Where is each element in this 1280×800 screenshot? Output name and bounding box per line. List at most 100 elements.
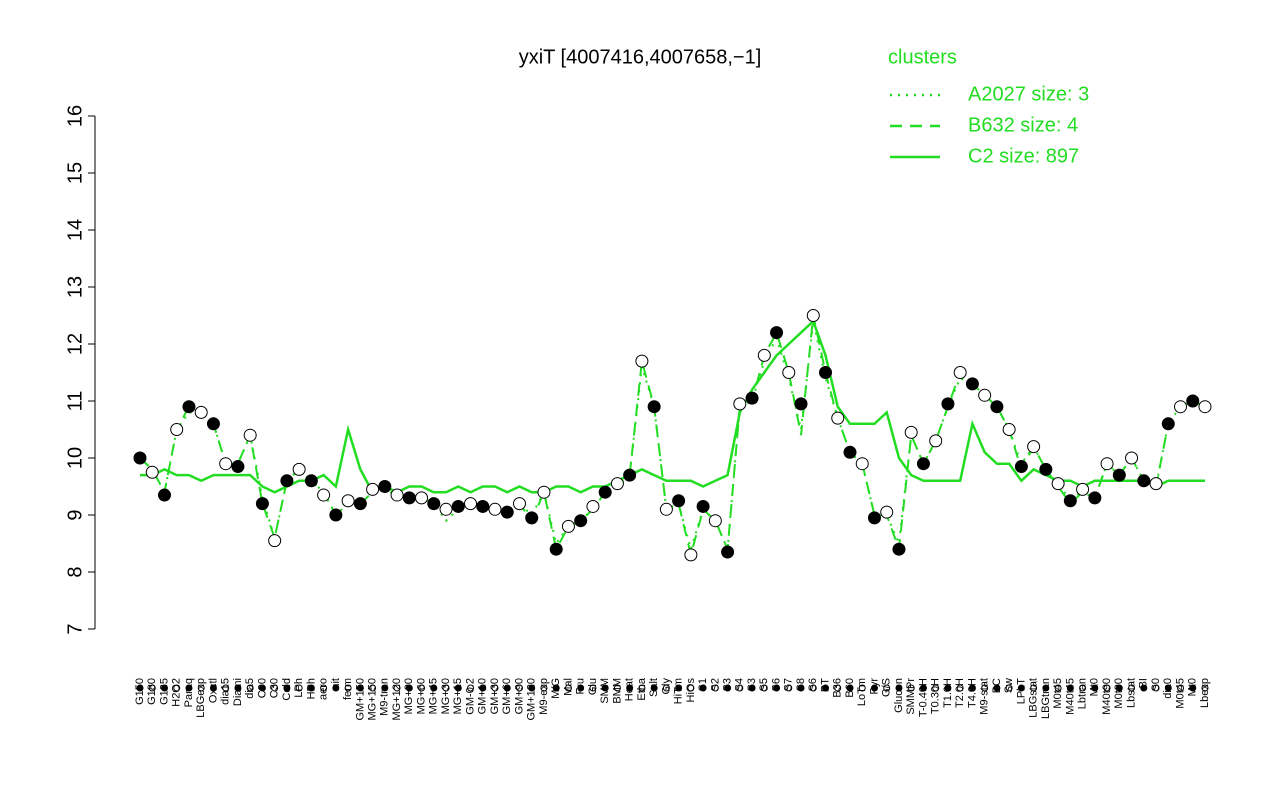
x-marker — [883, 684, 891, 692]
x-tick-label: dia5 — [244, 678, 256, 699]
data-point — [623, 468, 637, 482]
y-tick-label: 13 — [64, 276, 86, 298]
x-tick-label: LPh — [293, 678, 305, 698]
data-point — [1125, 451, 1139, 465]
data-point — [647, 400, 661, 414]
x-marker — [613, 684, 621, 692]
legend-label: A2027 size: 3 — [968, 83, 1089, 105]
x-tick-label: B36 — [832, 678, 844, 698]
x-tick-label: Mt0 — [1089, 678, 1101, 696]
x-tick-label: Etha — [636, 677, 648, 701]
data-point — [427, 497, 441, 511]
x-marker — [356, 684, 364, 692]
data-point — [941, 397, 955, 411]
x-tick-label: Lbtran — [1076, 678, 1088, 709]
x-tick-label: T2.0H — [954, 678, 966, 708]
x-marker — [736, 684, 744, 692]
x-marker — [246, 684, 254, 692]
data-point — [1002, 423, 1016, 436]
data-point — [268, 534, 282, 548]
y-tick-label: 7 — [64, 623, 86, 634]
data-point — [145, 465, 159, 479]
x-marker — [369, 684, 377, 692]
x-tick-label: M40t90 — [1101, 678, 1113, 715]
x-marker — [1128, 684, 1136, 692]
x-marker — [1201, 684, 1209, 692]
data-point — [855, 457, 869, 471]
x-tick-label: S1 — [697, 678, 709, 691]
x-tick-label: LBGtran — [1040, 678, 1052, 719]
data-point — [880, 505, 894, 519]
data-point — [892, 542, 906, 556]
x-tick-label: Salt — [648, 678, 660, 697]
chart-title: yxiT [4007416,4007658,−1] — [519, 46, 762, 68]
data-point — [500, 505, 514, 519]
x-marker — [1152, 684, 1160, 692]
x-tick-label: S5 — [758, 678, 770, 691]
x-tick-label: MG+45 — [428, 678, 440, 714]
x-tick-label: LBGexp — [195, 678, 207, 718]
x-marker — [638, 684, 646, 692]
x-tick-label: G150 — [134, 678, 146, 705]
data-point — [1051, 477, 1065, 491]
data-point — [378, 480, 392, 493]
x-tick-label: Lbexp — [1199, 678, 1211, 708]
x-marker — [760, 684, 768, 692]
data-point — [182, 400, 196, 414]
x-tick-label: LPhT — [1015, 678, 1027, 705]
data-point — [867, 511, 881, 525]
x-marker — [491, 684, 499, 692]
data-point — [990, 400, 1004, 414]
series-line — [139, 320, 1206, 553]
x-marker — [320, 684, 328, 692]
x-tick-label: GM+120 — [526, 678, 538, 721]
x-tick-label: MG+15 — [452, 678, 464, 714]
x-marker — [846, 684, 854, 692]
x-marker — [393, 684, 401, 692]
x-marker — [271, 684, 279, 692]
x-marker — [442, 684, 450, 692]
x-tick-label: dia0 — [1162, 678, 1174, 699]
data-point — [598, 485, 612, 499]
x-tick-label: GM+90 — [513, 678, 525, 714]
x-marker — [968, 684, 976, 692]
data-point — [696, 499, 710, 513]
x-marker — [956, 684, 964, 692]
data-point — [170, 423, 184, 436]
data-point — [537, 485, 551, 499]
x-tick-label: ferm — [342, 678, 354, 700]
x-marker — [503, 684, 511, 692]
data-point — [843, 445, 857, 459]
data-point — [794, 397, 808, 411]
x-marker — [258, 684, 266, 692]
data-point — [916, 457, 930, 471]
x-tick-label: Heat — [624, 678, 636, 701]
data-point — [782, 366, 796, 379]
x-tick-label: M40t45 — [1064, 678, 1076, 715]
x-marker — [381, 684, 389, 692]
data-point — [831, 411, 845, 425]
x-tick-label: T4.0H — [966, 678, 978, 708]
data-point — [610, 477, 624, 491]
x-tick-label: MG+30 — [440, 678, 452, 714]
x-tick-label: SMMPr — [905, 678, 917, 715]
x-tick-label: S6 — [807, 678, 819, 691]
x-tick-label: Diami — [232, 678, 244, 706]
x-tick-label: S3 — [721, 678, 733, 691]
x-tick-label: GM+150 — [354, 678, 366, 721]
data-point — [770, 326, 784, 340]
x-marker — [993, 684, 1001, 692]
x-marker — [1030, 684, 1038, 692]
data-point — [157, 488, 171, 502]
data-point — [1014, 460, 1028, 474]
x-marker — [1005, 684, 1013, 692]
x-tick-label: aero — [318, 678, 330, 700]
data-point — [415, 491, 429, 505]
x-marker — [1115, 684, 1123, 692]
x-tick-label: G180 — [146, 678, 158, 705]
x-marker — [1042, 684, 1050, 692]
x-marker — [895, 684, 903, 692]
x-marker — [332, 684, 340, 692]
x-marker — [699, 684, 707, 692]
x-tick-label: B60 — [844, 678, 856, 698]
